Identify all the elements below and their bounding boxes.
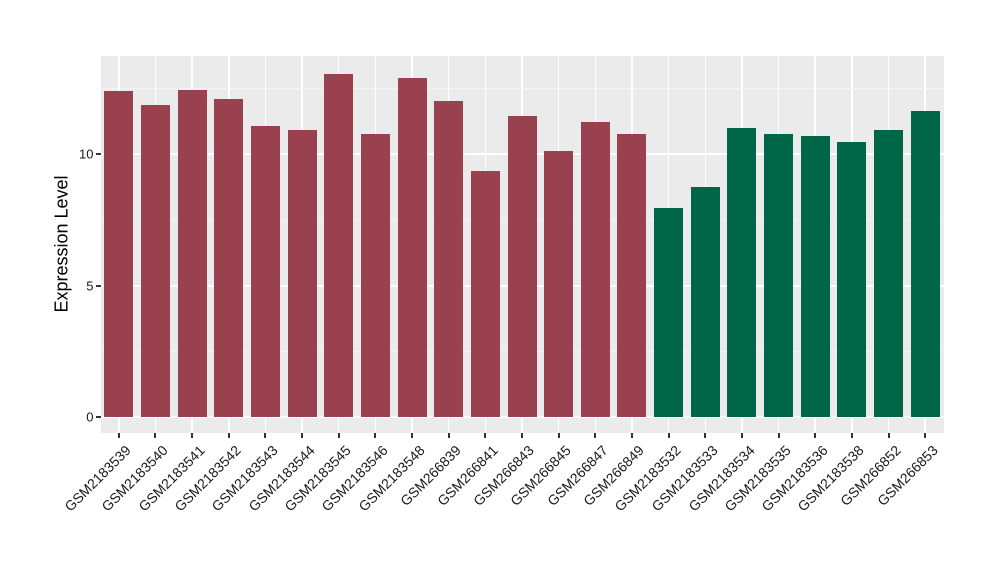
x-tick-mark [887, 433, 890, 438]
bar [800, 135, 830, 417]
y-tick-mark [95, 153, 101, 155]
y-tick-label: 0 [86, 409, 94, 425]
bar [727, 127, 757, 417]
bar [837, 142, 867, 417]
bar [580, 122, 610, 417]
x-tick-mark [374, 433, 377, 438]
y-tick-label: 10 [79, 146, 94, 162]
x-tick-mark [227, 433, 230, 438]
x-tick-mark [557, 433, 560, 438]
x-tick-mark [777, 433, 780, 438]
x-tick-mark [484, 433, 487, 438]
bar [324, 73, 354, 417]
bar [397, 77, 427, 417]
bar [287, 130, 317, 417]
x-tick-mark [594, 433, 597, 438]
x-tick-mark [521, 433, 523, 438]
x-tick-mark [301, 433, 304, 438]
bar [360, 134, 390, 417]
bar [470, 171, 500, 417]
x-tick-mark [704, 433, 707, 438]
x-tick-mark [924, 433, 927, 438]
plot-panel [100, 56, 944, 433]
bar [764, 134, 794, 417]
x-tick-mark [337, 433, 340, 438]
bar [177, 89, 207, 417]
bar [654, 207, 684, 417]
bar [910, 110, 940, 417]
x-tick-mark [667, 433, 670, 438]
y-tick-mark [95, 284, 101, 287]
bar [617, 134, 647, 417]
x-tick-mark [154, 433, 157, 438]
y-tick-label: 5 [86, 278, 94, 293]
x-tick-mark [740, 433, 743, 438]
bar [214, 98, 244, 417]
x-tick-mark [447, 433, 450, 438]
bar [104, 90, 134, 417]
x-tick-mark [814, 433, 817, 438]
y-tick-mark [95, 416, 101, 418]
bar [434, 101, 464, 417]
bar [250, 126, 280, 417]
bar [544, 151, 574, 417]
x-tick-mark [191, 433, 194, 438]
bar [507, 115, 537, 417]
x-tick-mark [411, 433, 414, 438]
x-tick-mark [264, 433, 267, 438]
bar [140, 105, 170, 417]
x-tick-mark [850, 433, 853, 438]
y-axis-title: Expression Level [51, 175, 72, 313]
bar [874, 130, 904, 417]
bar [690, 186, 720, 417]
x-tick-mark [117, 433, 120, 438]
x-tick-mark [630, 433, 633, 438]
